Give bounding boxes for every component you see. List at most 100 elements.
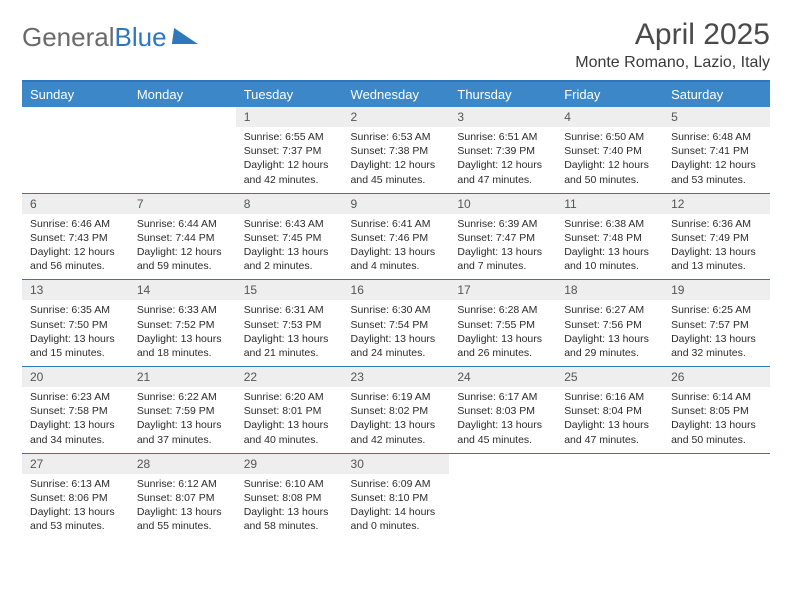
day-details: Sunrise: 6:19 AMSunset: 8:02 PMDaylight:… — [343, 387, 450, 453]
day-details: Sunrise: 6:39 AMSunset: 7:47 PMDaylight:… — [449, 214, 556, 280]
day-number: 4 — [556, 107, 663, 127]
calendar-day-cell: 10Sunrise: 6:39 AMSunset: 7:47 PMDayligh… — [449, 193, 556, 280]
header: GeneralBlue April 2025 Monte Romano, Laz… — [22, 18, 770, 72]
day-number: 21 — [129, 367, 236, 387]
day-number: 13 — [22, 280, 129, 300]
day-number: 19 — [663, 280, 770, 300]
day-details: Sunrise: 6:35 AMSunset: 7:50 PMDaylight:… — [22, 300, 129, 366]
calendar-day-cell: 20Sunrise: 6:23 AMSunset: 7:58 PMDayligh… — [22, 367, 129, 454]
day-number: 28 — [129, 454, 236, 474]
day-number: 7 — [129, 194, 236, 214]
day-details: Sunrise: 6:53 AMSunset: 7:38 PMDaylight:… — [343, 127, 450, 193]
calendar-week-row: 6Sunrise: 6:46 AMSunset: 7:43 PMDaylight… — [22, 193, 770, 280]
brand-logo: GeneralBlue — [22, 22, 199, 53]
calendar-day-cell: 26Sunrise: 6:14 AMSunset: 8:05 PMDayligh… — [663, 367, 770, 454]
day-details: Sunrise: 6:31 AMSunset: 7:53 PMDaylight:… — [236, 300, 343, 366]
weekday-header: Thursday — [449, 82, 556, 107]
brand-triangle-icon — [171, 28, 199, 44]
calendar-day-cell: .. — [129, 107, 236, 193]
calendar-week-row: 27Sunrise: 6:13 AMSunset: 8:06 PMDayligh… — [22, 453, 770, 539]
location-text: Monte Romano, Lazio, Italy — [575, 54, 770, 72]
calendar-day-cell: 23Sunrise: 6:19 AMSunset: 8:02 PMDayligh… — [343, 367, 450, 454]
day-number: 26 — [663, 367, 770, 387]
day-details: Sunrise: 6:23 AMSunset: 7:58 PMDaylight:… — [22, 387, 129, 453]
day-details: Sunrise: 6:22 AMSunset: 7:59 PMDaylight:… — [129, 387, 236, 453]
day-details: Sunrise: 6:46 AMSunset: 7:43 PMDaylight:… — [22, 214, 129, 280]
calendar-day-cell: 6Sunrise: 6:46 AMSunset: 7:43 PMDaylight… — [22, 193, 129, 280]
day-number: 22 — [236, 367, 343, 387]
calendar-day-cell: 5Sunrise: 6:48 AMSunset: 7:41 PMDaylight… — [663, 107, 770, 193]
day-details: Sunrise: 6:50 AMSunset: 7:40 PMDaylight:… — [556, 127, 663, 193]
calendar-week-row: ....1Sunrise: 6:55 AMSunset: 7:37 PMDayl… — [22, 107, 770, 193]
calendar-day-cell: 24Sunrise: 6:17 AMSunset: 8:03 PMDayligh… — [449, 367, 556, 454]
calendar-week-row: 20Sunrise: 6:23 AMSunset: 7:58 PMDayligh… — [22, 367, 770, 454]
day-number: 24 — [449, 367, 556, 387]
weekday-header: Wednesday — [343, 82, 450, 107]
day-number: 12 — [663, 194, 770, 214]
day-number: 2 — [343, 107, 450, 127]
day-number: 15 — [236, 280, 343, 300]
month-title: April 2025 — [575, 18, 770, 52]
day-number: 3 — [449, 107, 556, 127]
calendar-day-cell: 17Sunrise: 6:28 AMSunset: 7:55 PMDayligh… — [449, 280, 556, 367]
day-details: Sunrise: 6:20 AMSunset: 8:01 PMDaylight:… — [236, 387, 343, 453]
day-number: 20 — [22, 367, 129, 387]
calendar-day-cell: .. — [663, 453, 770, 539]
calendar-day-cell: 27Sunrise: 6:13 AMSunset: 8:06 PMDayligh… — [22, 453, 129, 539]
day-number: 1 — [236, 107, 343, 127]
day-details: Sunrise: 6:25 AMSunset: 7:57 PMDaylight:… — [663, 300, 770, 366]
calendar-day-cell: 14Sunrise: 6:33 AMSunset: 7:52 PMDayligh… — [129, 280, 236, 367]
day-number: 10 — [449, 194, 556, 214]
day-details: Sunrise: 6:10 AMSunset: 8:08 PMDaylight:… — [236, 474, 343, 540]
calendar-day-cell: 18Sunrise: 6:27 AMSunset: 7:56 PMDayligh… — [556, 280, 663, 367]
day-details: Sunrise: 6:28 AMSunset: 7:55 PMDaylight:… — [449, 300, 556, 366]
calendar-day-cell: 29Sunrise: 6:10 AMSunset: 8:08 PMDayligh… — [236, 453, 343, 539]
calendar-day-cell: 4Sunrise: 6:50 AMSunset: 7:40 PMDaylight… — [556, 107, 663, 193]
day-number: 27 — [22, 454, 129, 474]
calendar-day-cell: 11Sunrise: 6:38 AMSunset: 7:48 PMDayligh… — [556, 193, 663, 280]
day-number: 14 — [129, 280, 236, 300]
calendar-day-cell: .. — [22, 107, 129, 193]
day-details: Sunrise: 6:13 AMSunset: 8:06 PMDaylight:… — [22, 474, 129, 540]
calendar-day-cell: 2Sunrise: 6:53 AMSunset: 7:38 PMDaylight… — [343, 107, 450, 193]
calendar-day-cell: 7Sunrise: 6:44 AMSunset: 7:44 PMDaylight… — [129, 193, 236, 280]
calendar-day-cell: 25Sunrise: 6:16 AMSunset: 8:04 PMDayligh… — [556, 367, 663, 454]
title-block: April 2025 Monte Romano, Lazio, Italy — [575, 18, 770, 72]
day-details: Sunrise: 6:51 AMSunset: 7:39 PMDaylight:… — [449, 127, 556, 193]
day-details: Sunrise: 6:38 AMSunset: 7:48 PMDaylight:… — [556, 214, 663, 280]
calendar-week-row: 13Sunrise: 6:35 AMSunset: 7:50 PMDayligh… — [22, 280, 770, 367]
calendar-day-cell: 22Sunrise: 6:20 AMSunset: 8:01 PMDayligh… — [236, 367, 343, 454]
day-details: Sunrise: 6:09 AMSunset: 8:10 PMDaylight:… — [343, 474, 450, 540]
calendar-day-cell: 30Sunrise: 6:09 AMSunset: 8:10 PMDayligh… — [343, 453, 450, 539]
calendar-day-cell: 13Sunrise: 6:35 AMSunset: 7:50 PMDayligh… — [22, 280, 129, 367]
day-number: 8 — [236, 194, 343, 214]
day-details: Sunrise: 6:12 AMSunset: 8:07 PMDaylight:… — [129, 474, 236, 540]
day-number: 23 — [343, 367, 450, 387]
day-details: Sunrise: 6:36 AMSunset: 7:49 PMDaylight:… — [663, 214, 770, 280]
calendar-table: SundayMondayTuesdayWednesdayThursdayFrid… — [22, 82, 770, 539]
day-number: 9 — [343, 194, 450, 214]
weekday-header: Friday — [556, 82, 663, 107]
calendar-day-cell: 28Sunrise: 6:12 AMSunset: 8:07 PMDayligh… — [129, 453, 236, 539]
day-details: Sunrise: 6:17 AMSunset: 8:03 PMDaylight:… — [449, 387, 556, 453]
day-details: Sunrise: 6:44 AMSunset: 7:44 PMDaylight:… — [129, 214, 236, 280]
day-number: 17 — [449, 280, 556, 300]
day-details: Sunrise: 6:43 AMSunset: 7:45 PMDaylight:… — [236, 214, 343, 280]
day-number: 25 — [556, 367, 663, 387]
day-details: Sunrise: 6:55 AMSunset: 7:37 PMDaylight:… — [236, 127, 343, 193]
calendar-day-cell: 19Sunrise: 6:25 AMSunset: 7:57 PMDayligh… — [663, 280, 770, 367]
calendar-day-cell: 12Sunrise: 6:36 AMSunset: 7:49 PMDayligh… — [663, 193, 770, 280]
calendar-day-cell: 15Sunrise: 6:31 AMSunset: 7:53 PMDayligh… — [236, 280, 343, 367]
day-number: 5 — [663, 107, 770, 127]
calendar-day-cell: 21Sunrise: 6:22 AMSunset: 7:59 PMDayligh… — [129, 367, 236, 454]
day-details: Sunrise: 6:33 AMSunset: 7:52 PMDaylight:… — [129, 300, 236, 366]
day-number: 11 — [556, 194, 663, 214]
calendar-day-cell: .. — [556, 453, 663, 539]
weekday-header: Monday — [129, 82, 236, 107]
day-details: Sunrise: 6:27 AMSunset: 7:56 PMDaylight:… — [556, 300, 663, 366]
brand-part2: Blue — [115, 22, 167, 53]
weekday-header: Sunday — [22, 82, 129, 107]
brand-part1: General — [22, 22, 115, 53]
calendar-day-cell: 9Sunrise: 6:41 AMSunset: 7:46 PMDaylight… — [343, 193, 450, 280]
weekday-header-row: SundayMondayTuesdayWednesdayThursdayFrid… — [22, 82, 770, 107]
